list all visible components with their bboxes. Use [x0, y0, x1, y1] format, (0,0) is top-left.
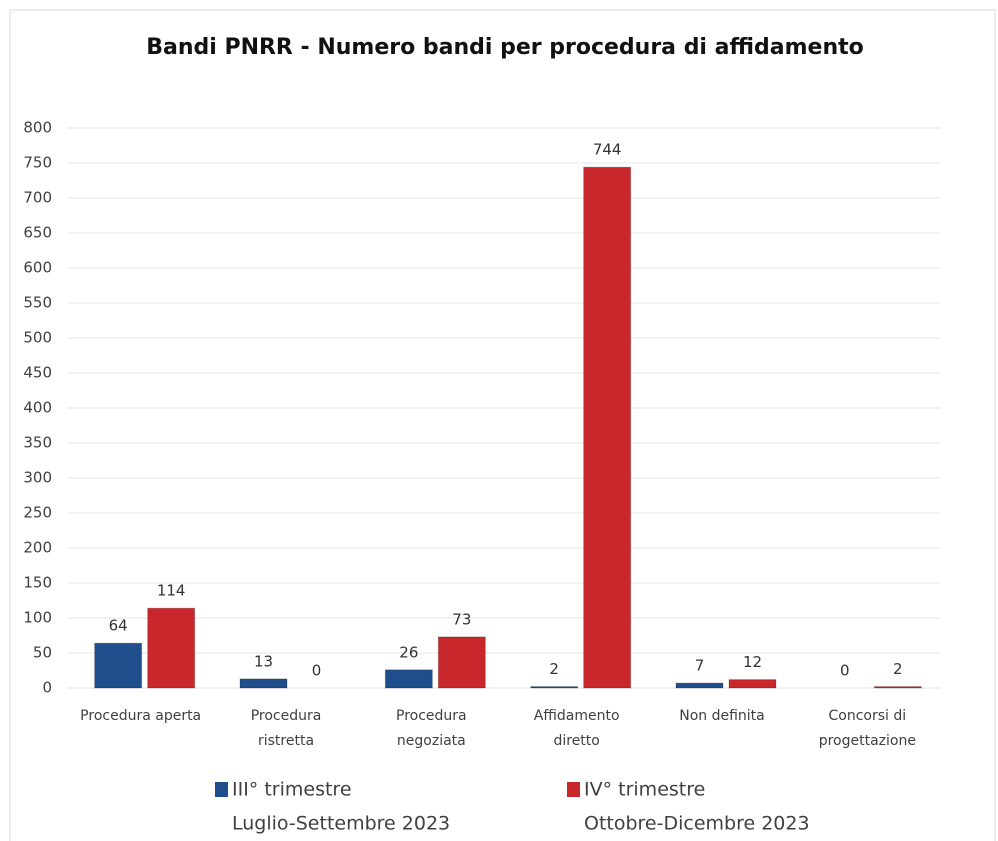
y-tick-label: 300	[23, 469, 52, 487]
legend-label: IV° trimestre	[584, 779, 705, 801]
value-label: 2	[549, 660, 559, 678]
value-label: 12	[743, 653, 762, 671]
bar	[437, 636, 486, 689]
y-tick-label: 800	[23, 119, 52, 137]
chart-frame	[9, 9, 996, 841]
legend-label: Ottobre-Dicembre 2023	[584, 813, 810, 835]
value-label: 73	[452, 610, 471, 628]
x-tick-label: negoziata	[397, 733, 466, 749]
value-label: 0	[840, 662, 850, 680]
value-label: 64	[109, 617, 128, 635]
bar	[675, 682, 724, 689]
y-tick-label: 250	[23, 504, 52, 522]
bar	[239, 678, 288, 689]
bar	[147, 607, 196, 689]
value-label: 13	[254, 652, 273, 670]
y-tick-label: 400	[23, 399, 52, 417]
y-tick-label: 600	[23, 259, 52, 277]
y-tick-label: 700	[23, 189, 52, 207]
bar	[530, 686, 579, 689]
value-label: 114	[157, 582, 186, 600]
y-tick-label: 100	[23, 609, 52, 627]
y-tick-label: 200	[23, 539, 52, 557]
value-label: 26	[399, 643, 418, 661]
y-tick-label: 450	[23, 364, 52, 382]
bar	[873, 686, 922, 689]
x-tick-label: Affidamento	[534, 708, 620, 724]
y-tick-label: 650	[23, 224, 52, 242]
value-label: 2	[893, 660, 903, 678]
legend-label: III° trimestre	[232, 779, 352, 801]
value-label: 0	[312, 662, 322, 680]
legend-swatch	[567, 782, 580, 797]
y-tick-label: 550	[23, 294, 52, 312]
x-tick-label: Procedura aperta	[80, 708, 201, 724]
value-label: 744	[593, 141, 622, 159]
value-label: 7	[695, 657, 705, 675]
bar	[94, 642, 143, 689]
y-tick-label: 500	[23, 329, 52, 347]
x-tick-label: Procedura	[396, 708, 467, 724]
bar	[384, 669, 433, 689]
bar	[728, 679, 777, 689]
bar	[583, 166, 632, 689]
y-tick-label: 50	[33, 644, 52, 662]
x-tick-label: Non definita	[679, 708, 765, 724]
chart-title: Bandi PNRR - Numero bandi per procedura …	[146, 35, 864, 60]
x-tick-label: diretto	[553, 733, 599, 749]
x-tick-label: progettazione	[819, 733, 916, 749]
y-tick-label: 350	[23, 434, 52, 452]
y-tick-label: 150	[23, 574, 52, 592]
x-tick-label: Concorsi di	[829, 708, 907, 724]
legend-label: Luglio-Settembre 2023	[232, 813, 450, 835]
y-tick-label: 0	[42, 679, 52, 697]
x-tick-label: Procedura	[251, 708, 322, 724]
y-tick-label: 750	[23, 154, 52, 172]
legend-swatch	[215, 782, 228, 797]
x-tick-label: ristretta	[258, 733, 314, 749]
